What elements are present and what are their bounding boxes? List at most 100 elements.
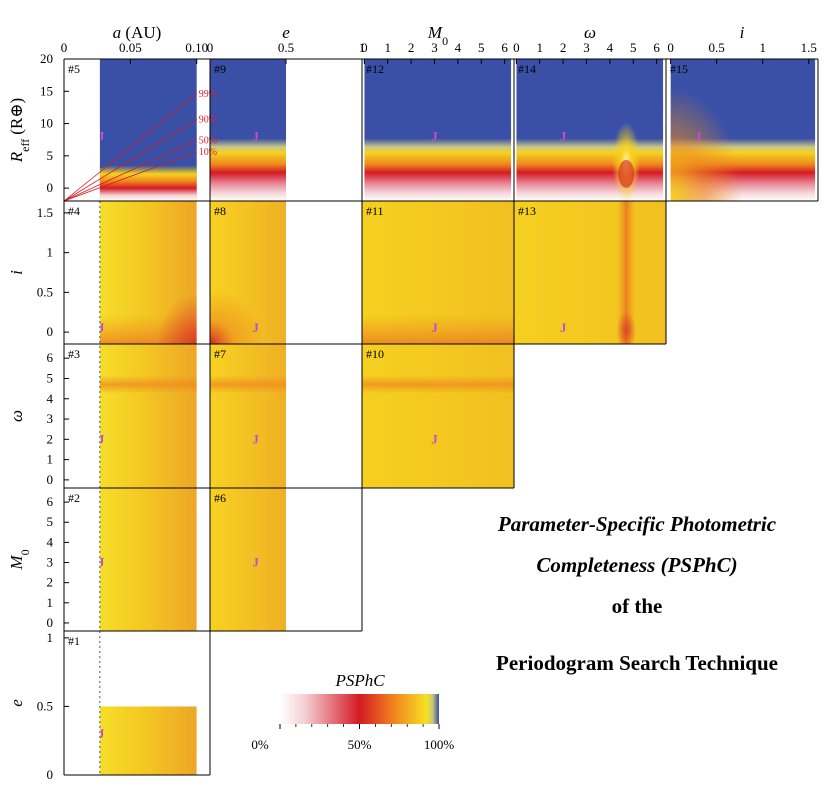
panel-1: J [98,706,197,775]
j-marker: J [252,431,259,446]
omega-band [210,375,286,394]
ytick-label-Reff-1: 5 [47,148,54,163]
j-marker: J [98,431,105,446]
panel-fill [99,488,197,631]
ytick-label-i-3: 1.5 [37,205,53,220]
panel-id-10: #10 [366,347,384,361]
xtick-label-M0-2: 2 [408,40,415,55]
col-title-omega: ω [584,23,596,42]
xtick-label-i-0: 0 [667,40,674,55]
xtick-label-M0-3: 3 [431,40,438,55]
ytick-label-omega-3: 3 [47,411,54,426]
ytick-label-omega-5: 5 [47,370,54,385]
ytick-label-omega-4: 4 [47,391,54,406]
panel-id-4: #4 [68,204,80,218]
panel-id-3: #3 [68,347,80,361]
row-title-omega: ω [7,410,26,422]
colorbar: PSPhC 0% 50% 100% [251,671,454,752]
panel-4: J [99,201,197,344]
colorbar-title: PSPhC [334,671,385,690]
ytick-label-M0-2: 2 [47,575,54,590]
panel-fill [516,59,664,201]
xtick-label-e-0: 0 [207,40,214,55]
xtick-label-omega-6: 6 [653,40,660,55]
contour-line-0 [63,93,197,202]
xtick-label-i-1: 0.5 [709,40,725,55]
omega-band [99,375,197,394]
j-marker: J [98,726,105,741]
contour-label-3: 10% [199,147,217,158]
row-title-e: e [7,699,26,707]
ytick-label-Reff-3: 15 [40,83,53,98]
panel-10: J [362,344,514,488]
row-title-i: i [7,270,26,275]
ytick-label-i-1: 0.5 [37,284,53,299]
panel-id-1: #1 [68,634,80,648]
panel-fill [99,344,197,488]
j-marker: J [252,555,259,570]
frame-lines [63,58,819,776]
cbar-tick-label-2: 100% [424,737,455,752]
panel-fill [362,344,514,488]
j-marker: J [252,320,259,335]
panel-fill [364,59,512,201]
xtick-label-omega-5: 5 [630,40,637,55]
omega-column [617,201,636,344]
xtick-label-e-2: 1 [359,40,366,55]
contour-line-1 [63,119,197,202]
j-marker: J [431,128,438,143]
ytick-label-omega-2: 2 [47,431,54,446]
panel-id-5: #5 [68,62,80,76]
contour-label-0: 99% [199,89,217,100]
xtick-label-M0-1: 1 [384,40,391,55]
caption-line-2: Completeness (PSPhC) [536,553,737,577]
xtick-label-omega-1: 1 [536,40,543,55]
panel-id-14: #14 [518,62,536,76]
panel-9: J [210,59,286,201]
caption: Parameter-Specific Photometric Completen… [496,512,778,675]
panel-id-8: #8 [214,204,226,218]
cbar-tick-label-1: 50% [348,737,372,752]
ytick-label-M0-5: 5 [47,514,54,529]
panel-id-2: #2 [68,491,80,505]
units: (AU) [125,23,161,42]
colorbar-gradient [280,694,439,724]
ytick-label-i-0: 0 [47,324,54,339]
ytick-label-i-2: 1 [47,245,54,260]
panel-id-7: #7 [214,347,226,361]
panel-fill [514,201,666,344]
j-marker: J [252,128,259,143]
panel-id-15: #15 [670,62,688,76]
xtick-label-M0-0: 0 [361,40,368,55]
panel-ids: #5 #9 #12 #14 #15 #4 #8 #11 #13 #3 #7 #10 #2 #6 #1 [68,62,688,648]
cbar-tick-label-0: 0% [251,737,269,752]
j-marker: J [431,431,438,446]
panel-7: J [210,344,286,488]
col-title-i: i [740,23,745,42]
ytick-label-e-1: 0.5 [37,698,53,713]
caption-line-3: of the [612,594,663,618]
panel-2: J [99,488,197,631]
subscript: 0 [442,34,448,48]
panel-15: J [670,59,816,201]
ytick-label-Reff-0: 0 [47,180,54,195]
colorbar-ticks: 0% 50% 100% [251,724,454,752]
xtick-label-a-1: 0.05 [119,40,142,55]
j-marker: J [695,128,702,143]
col-title-e: e [282,23,290,42]
xtick-label-omega-3: 3 [583,40,590,55]
contours-panel-5: 99% 90% 50%10% [63,89,217,202]
low-e-spot [210,289,265,344]
j-marker: J [560,320,567,335]
row-axes: Reff(R⊕)05101520i00.511.5ω0123456M001234… [7,51,69,782]
xtick-label-i-2: 1 [759,40,766,55]
panel-fill [210,488,286,631]
xtick-label-a-2: 0.10 [185,40,208,55]
col-title-a: a (AU) [113,23,162,42]
ytick-label-omega-0: 0 [47,472,54,487]
j-marker: J [98,128,105,143]
xtick-label-M0-4: 4 [455,40,462,55]
